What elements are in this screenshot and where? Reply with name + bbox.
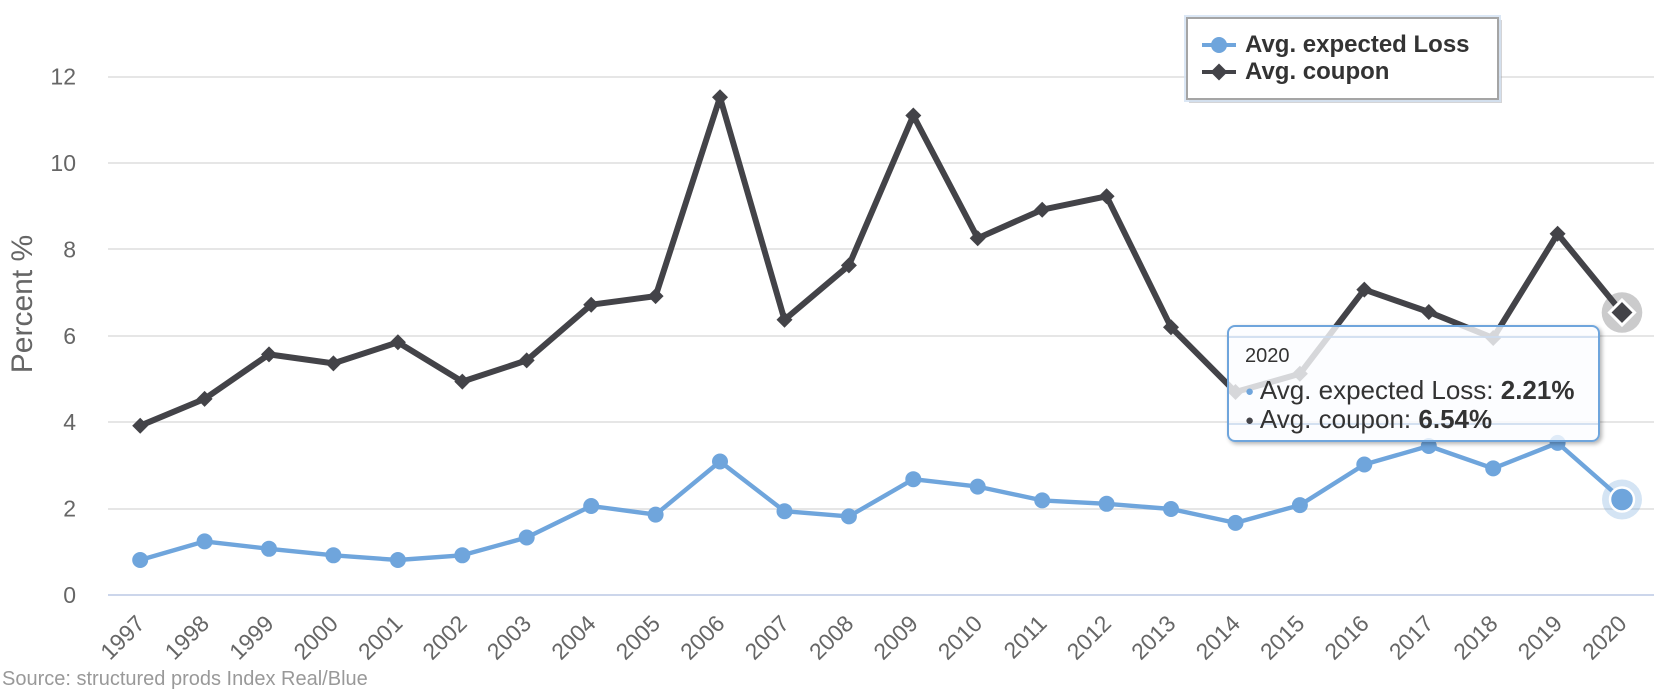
svg-text:Percent %: Percent % — [6, 235, 39, 373]
svg-text:2005: 2005 — [611, 610, 666, 665]
svg-text:2016: 2016 — [1319, 610, 1374, 665]
svg-text:2011: 2011 — [998, 610, 1051, 663]
svg-text:2014: 2014 — [1190, 610, 1245, 665]
svg-text:2007: 2007 — [739, 610, 794, 665]
svg-text:2010: 2010 — [933, 610, 988, 665]
svg-text:0: 0 — [63, 582, 76, 608]
svg-text:6: 6 — [63, 323, 76, 349]
svg-text:2: 2 — [63, 496, 76, 522]
svg-text:2009: 2009 — [868, 610, 923, 665]
svg-text:2002: 2002 — [417, 610, 472, 665]
svg-text:2008: 2008 — [804, 610, 859, 665]
svg-text:2017: 2017 — [1384, 610, 1439, 665]
svg-text:1999: 1999 — [224, 610, 279, 665]
svg-text:2003: 2003 — [482, 610, 537, 665]
svg-text:2015: 2015 — [1255, 610, 1310, 665]
svg-text:2004: 2004 — [546, 610, 601, 665]
svg-text:1997: 1997 — [95, 610, 150, 665]
svg-text:2006: 2006 — [675, 610, 730, 665]
svg-text:1998: 1998 — [160, 610, 215, 665]
svg-text:12: 12 — [50, 64, 76, 90]
svg-text:10: 10 — [50, 150, 76, 176]
svg-text:4: 4 — [63, 409, 76, 435]
svg-text:2000: 2000 — [288, 610, 343, 665]
svg-text:2019: 2019 — [1513, 610, 1568, 665]
svg-text:2013: 2013 — [1126, 610, 1181, 665]
svg-text:2020: 2020 — [1577, 610, 1632, 665]
svg-text:8: 8 — [63, 236, 76, 262]
svg-text:2012: 2012 — [1062, 610, 1117, 665]
svg-text:2018: 2018 — [1448, 610, 1503, 665]
svg-text:2001: 2001 — [353, 610, 408, 665]
